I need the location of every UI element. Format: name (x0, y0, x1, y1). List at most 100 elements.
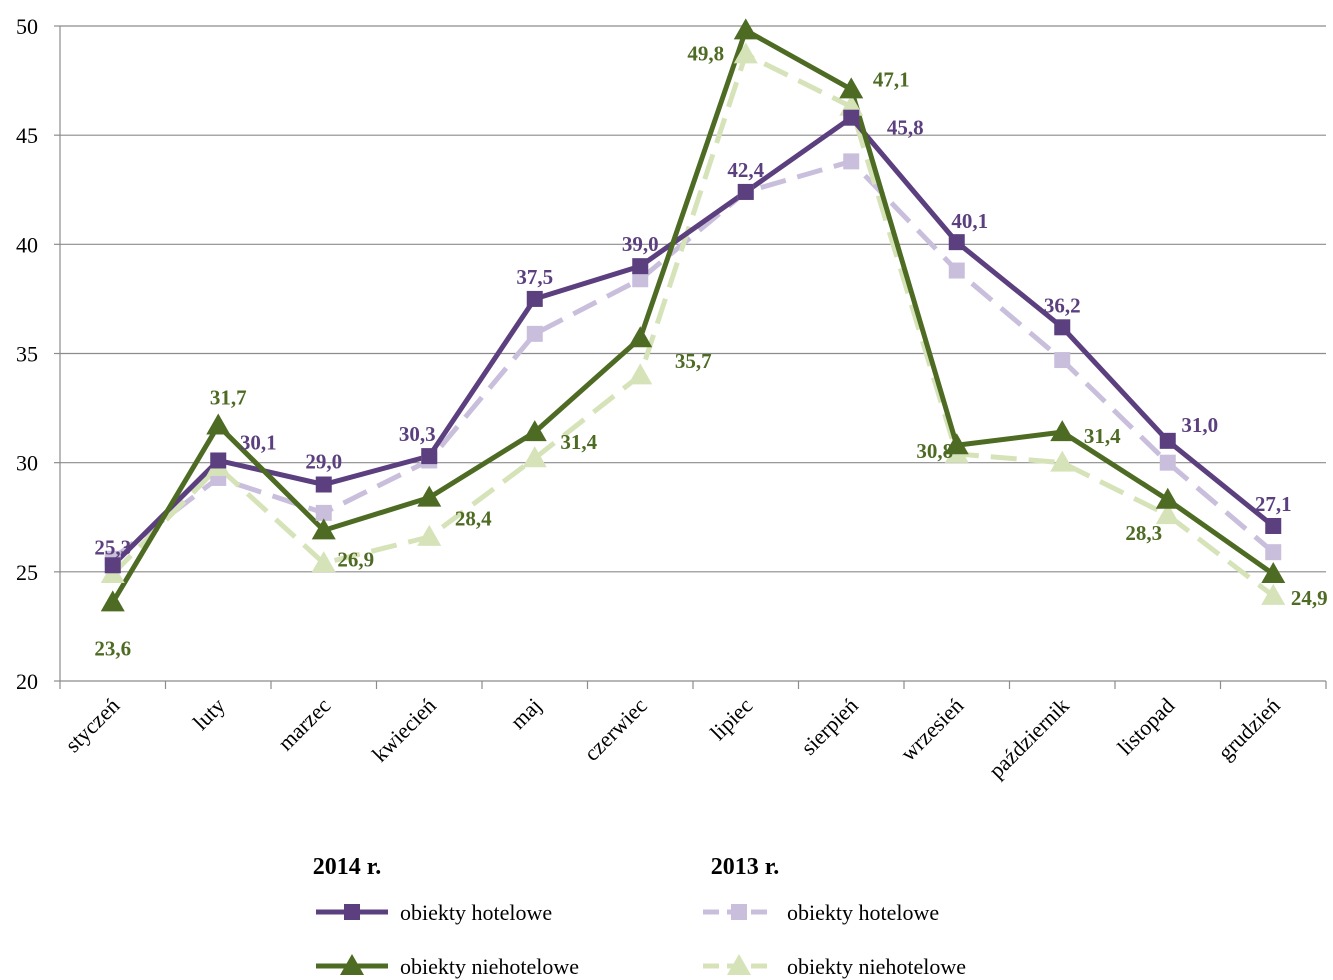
x-category-label: wrzesień (895, 693, 968, 766)
data-point-triangle (839, 77, 864, 99)
legend-group-title: 2013 r. (711, 854, 779, 880)
data-label: 35,7 (675, 349, 712, 373)
x-category-label: czerwiec (579, 693, 652, 766)
data-label: 31,0 (1181, 413, 1218, 437)
legend-swatch-marker (340, 954, 364, 975)
data-label: 25,3 (94, 535, 131, 559)
legend-entry-label: obiekty hotelowe (400, 900, 552, 925)
series-line-2014-square (110, 114, 1275, 568)
data-label: 30,3 (399, 422, 436, 446)
data-label: 39,0 (622, 232, 659, 256)
data-label: 28,3 (1125, 521, 1162, 545)
data-label: 37,5 (516, 265, 553, 289)
data-point-triangle (733, 18, 758, 40)
data-point-triangle (944, 433, 969, 455)
legend-swatch-marker (731, 904, 747, 920)
data-label: 30,1 (240, 430, 277, 454)
data-label: 47,1 (873, 67, 910, 91)
series-lines (110, 26, 1275, 604)
data-point-square (421, 448, 438, 465)
data-point-triangle (733, 42, 758, 64)
data-point-square (315, 504, 332, 521)
x-category-label: kwiecień (367, 693, 441, 767)
data-point-triangle (206, 413, 231, 435)
data-point-square (948, 234, 965, 251)
data-point-square (1054, 319, 1071, 336)
data-point-square (843, 153, 860, 170)
y-tick-label: 40 (16, 232, 38, 257)
data-point-triangle (100, 590, 125, 612)
data-point-triangle (628, 326, 653, 348)
x-category-label: grudzień (1213, 693, 1285, 765)
data-point-triangle (628, 363, 653, 385)
data-point-triangle (1261, 583, 1286, 605)
y-tick-label: 45 (16, 123, 38, 148)
x-category-label: październik (984, 693, 1074, 783)
y-tick-label: 20 (16, 669, 38, 694)
y-tick-label: 50 (16, 14, 38, 39)
gridlines (60, 25, 1326, 573)
data-point-square (104, 557, 121, 574)
data-point-triangle (1261, 562, 1286, 584)
series-line-2014-triangle (110, 26, 1275, 604)
x-axis-category-labels: styczeń luty marzec kwiecień maj czerwiec lipi… (60, 693, 1285, 783)
data-point-square (843, 109, 860, 126)
x-category-label: luty (188, 693, 230, 735)
data-point-square (1265, 517, 1282, 534)
data-label: 42,4 (727, 158, 764, 182)
data-point-square (526, 290, 543, 307)
data-label: 30,8 (916, 439, 953, 463)
data-point-square (948, 262, 965, 279)
data-label: 23,6 (94, 636, 131, 660)
data-point-square (1265, 544, 1282, 561)
data-point-square (526, 325, 543, 342)
axes (54, 25, 1327, 689)
data-point-square (210, 452, 227, 469)
legend-entry-label: obiekty niehotelowe (787, 954, 966, 979)
data-point-square (315, 476, 332, 493)
data-point-triangle (1155, 487, 1180, 509)
data-label: 45,8 (887, 116, 924, 140)
data-label: 31,4 (1084, 424, 1121, 448)
data-point-triangle (417, 485, 442, 507)
data-point-triangle (311, 518, 336, 540)
data-point-triangle (522, 420, 547, 442)
y-tick-label: 25 (16, 560, 38, 585)
legend-swatch-marker (727, 954, 751, 975)
data-point-triangle (522, 446, 547, 468)
legend-entry-label: obiekty hotelowe (787, 900, 939, 925)
legend-swatch-marker (344, 904, 360, 920)
data-label: 40,1 (951, 209, 988, 233)
legend: 2014 r. 2013 r. obiekty hotelowe obiekty ni… (313, 854, 966, 979)
y-axis-tick-labels: 20 25 30 35 40 45 50 (16, 14, 38, 694)
x-category-label: maj (505, 693, 546, 734)
data-point-triangle (417, 524, 442, 546)
data-point-square (1159, 454, 1176, 471)
data-point-triangle (1155, 503, 1180, 525)
legend-entry-label: obiekty niehotelowe (400, 954, 579, 979)
x-category-label: sierpień (796, 693, 863, 760)
data-point-triangle (1050, 450, 1075, 472)
x-category-label: listopad (1112, 693, 1179, 760)
series-markers (100, 18, 1286, 612)
y-tick-label: 30 (16, 451, 38, 476)
data-point-square (632, 271, 649, 288)
data-label: 24,9 (1291, 586, 1328, 610)
x-category-label: styczeń (60, 693, 124, 757)
data-point-square (737, 183, 754, 200)
data-point-triangle (311, 551, 336, 573)
data-label: 49,8 (687, 41, 724, 65)
data-point-triangle (1050, 420, 1075, 442)
x-category-label: marzec (273, 693, 336, 756)
data-label: 36,2 (1044, 293, 1081, 317)
data-labels: 25,3 30,1 29,0 30,3 37,5 39,0 42,4 45,8 40,1 36,2… (94, 41, 1327, 660)
series-line-2013-triangle (110, 50, 1275, 598)
x-category-label: lipiec (705, 693, 757, 745)
data-label: 27,1 (1255, 492, 1292, 516)
data-label: 29,0 (305, 450, 342, 474)
data-label: 31,7 (210, 386, 247, 410)
y-tick-label: 35 (16, 342, 38, 367)
data-label: 31,4 (560, 430, 597, 454)
data-point-square (1159, 432, 1176, 449)
